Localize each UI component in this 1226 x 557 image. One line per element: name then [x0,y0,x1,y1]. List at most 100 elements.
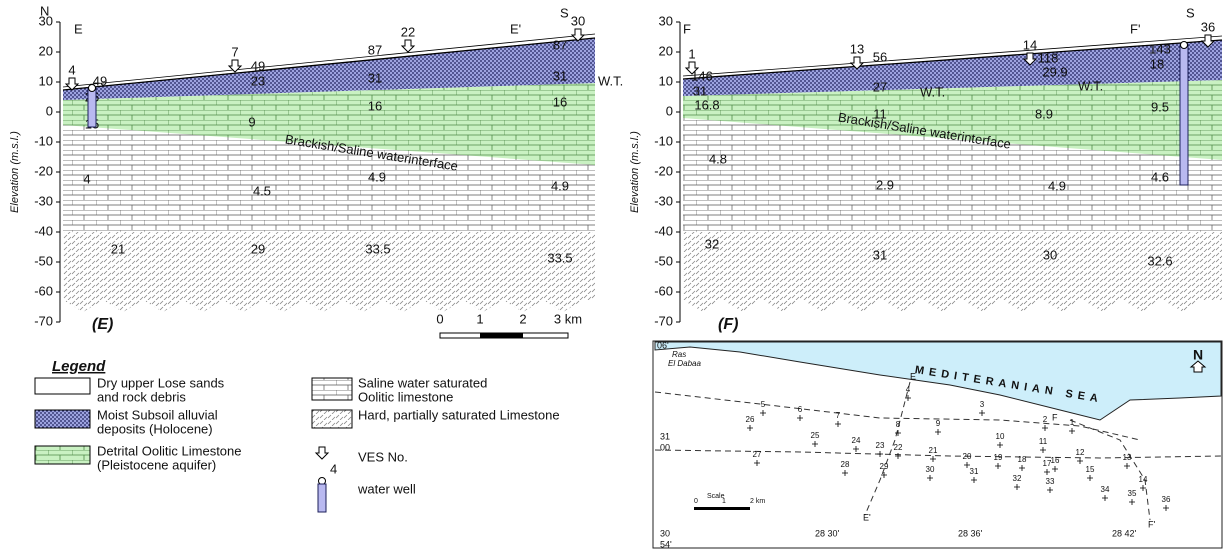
resistivity-value: 4.6 [1151,169,1169,184]
resistivity-value: 87 [553,37,567,52]
legend-ves-number: 4 [330,461,337,476]
map-ves-number: 24 [852,436,861,445]
map-ves-number: 1 [1070,418,1075,427]
resistivity-value: 31 [368,70,382,85]
map-profile-label: E [910,371,916,381]
resistivity-value: 4.8 [709,151,727,166]
map-profile-label: F' [1148,519,1155,529]
map-profile-label: F [1052,412,1058,422]
map-ves-number: 26 [746,415,755,424]
y-tick-label: -10 [34,133,53,148]
map-coordinate: 00 [660,442,670,452]
y-axis-label: Elevation (m.s.l.) [629,131,641,213]
scale-tick-label: 2 [519,311,526,326]
map-coordinate: 54' [660,539,672,549]
map-ves-number: 12 [1076,448,1085,457]
resistivity-value: 33.5 [365,241,390,256]
map-ves-number: 15 [1086,465,1095,474]
y-tick-label: -70 [34,313,53,328]
water-table-label: W.T. [1078,78,1103,93]
legend-well-head [319,478,326,485]
panel-label: (F) [718,316,738,333]
resistivity-value: 9 [248,114,255,129]
ves-number: 7 [231,44,238,59]
hard-limestone [63,232,595,312]
resistivity-value: 31 [693,83,707,98]
resistivity-value: 31 [873,247,887,262]
legend-text: Dry upper Lose sands [97,375,225,390]
ves-number: 1 [688,46,695,61]
y-tick-label: -20 [654,163,673,178]
resistivity-value: 27 [873,79,887,94]
ves-number: 36 [1201,19,1215,34]
y-tick-label: -50 [34,253,53,268]
map-ves-number: 10 [996,432,1005,441]
profile-end-label: F' [1130,21,1140,36]
map-ves-number: 11 [1039,437,1048,446]
map-north: N [1193,347,1203,363]
scale-bar-fill [480,333,523,338]
hard-limestone [683,232,1222,312]
y-tick-label: 20 [39,43,53,58]
map-ves-number: 2 [1043,415,1048,424]
legend-text: VES No. [358,449,408,464]
y-tick-label: -20 [34,163,53,178]
profile-end-label: S [1186,5,1195,20]
map-scale-bar [694,507,750,510]
y-tick-label: -50 [654,253,673,268]
resistivity-value: 21 [111,241,125,256]
profile-end-label: E [74,21,83,36]
y-tick-label: -60 [34,283,53,298]
resistivity-value: 23 [251,73,265,88]
resistivity-value: 18 [1150,56,1164,71]
ves-number: 22 [401,24,415,39]
profile-end-label: N [40,3,49,18]
map-ves-number: 19 [994,453,1003,462]
resistivity-value: 31 [553,68,567,83]
legend-swatch [35,378,90,394]
y-tick-label: -10 [654,133,673,148]
legend-text: Detrital Oolitic Limestone [97,443,242,458]
profile-end-label: E' [510,21,521,36]
resistivity-value: 4.9 [1048,178,1066,193]
map-ves-number: 13 [1123,453,1132,462]
y-tick-label: -30 [34,193,53,208]
ves-number: 13 [850,41,864,56]
ves-number: 4 [68,62,75,77]
resistivity-value: 16 [368,98,382,113]
map-place: El Dabaa [668,359,701,368]
y-tick-label: 30 [659,13,673,28]
map-coordinate: 30 [660,528,670,538]
y-tick-label: 10 [659,73,673,88]
map-ves-number: 8 [896,420,901,429]
resistivity-value: 4.9 [368,169,386,184]
y-tick-label: -40 [34,223,53,238]
map-ves-number: 25 [811,431,820,440]
legend-swatch [312,410,352,428]
legend-text: Hard, partially saturated Limestone [358,407,560,422]
y-tick-label: 0 [46,103,53,118]
legend-swatch [35,410,90,428]
y-tick-label: -70 [654,313,673,328]
resistivity-value: 4.5 [253,183,271,198]
map-ves-number: 27 [753,450,762,459]
resistivity-value: 16 [553,94,567,109]
ves-number: 30 [571,13,585,28]
legend-text: and rock debris [97,389,186,404]
map-ves-number: 28 [841,460,850,469]
map-coordinate: 28 30' [815,528,840,538]
map-ves-number: 7 [836,411,841,420]
map-ves-number: 21 [929,446,938,455]
y-tick-label: 0 [666,103,673,118]
profile-end-label: S [560,5,569,20]
legend-text: (Pleistocene aquifer) [97,457,216,472]
water-table-label: W.T. [920,84,945,99]
resistivity-value: 118 [1038,50,1059,65]
legend-text: Moist Subsoil alluvial [97,407,218,422]
water-well-head [1181,42,1188,49]
map-ves-number: 23 [876,441,885,450]
map-ves-number: 32 [1013,474,1022,483]
map-ves-number: 35 [1128,489,1137,498]
resistivity-value: 4 [83,171,90,186]
panel-label: (E) [92,316,113,333]
